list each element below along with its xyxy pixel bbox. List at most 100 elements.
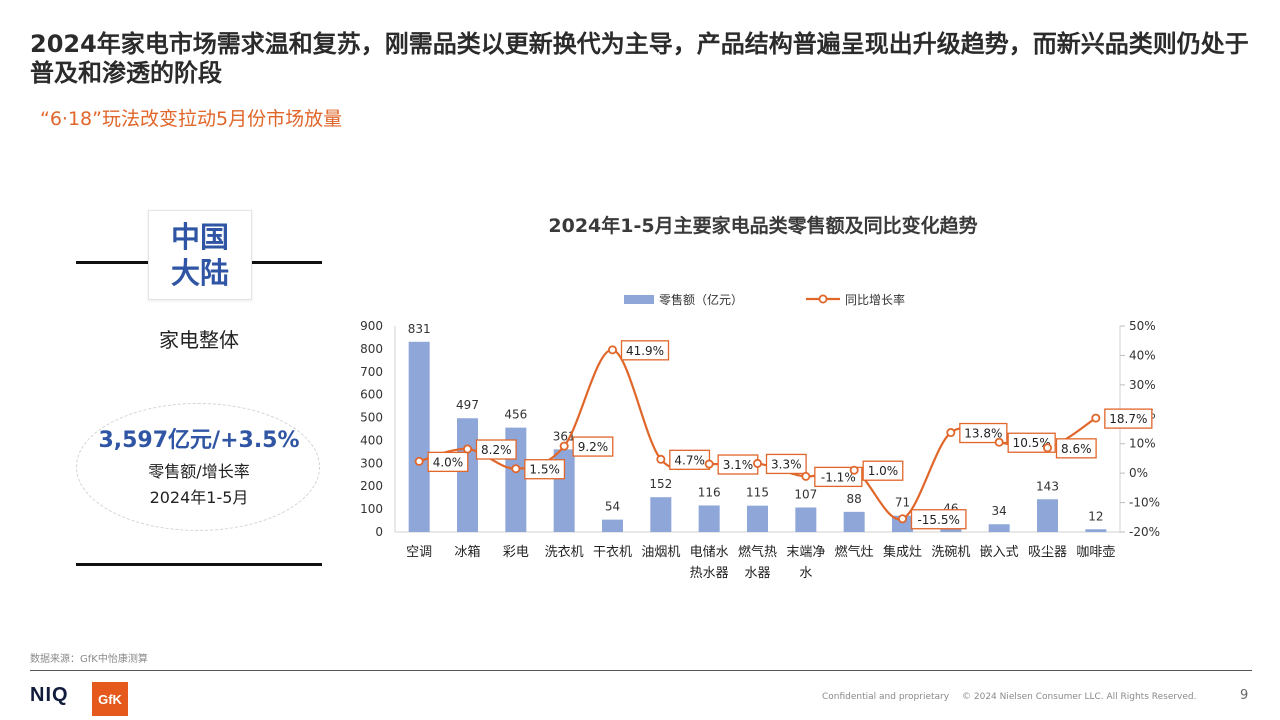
region-badge: 中国 大陆: [148, 210, 252, 300]
bar-value-label: 143: [1036, 479, 1059, 493]
growth-rate-point: [463, 444, 473, 454]
growth-rate-point: [849, 465, 859, 475]
growth-rate-label-box: [524, 459, 566, 480]
x-axis-category-label: 热水器: [690, 566, 729, 581]
bar-value-label: 88: [847, 492, 862, 506]
left-axis-tick-label: 500: [360, 411, 383, 425]
x-axis-category-label: 水器: [744, 566, 770, 581]
left-axis-tick-label: 100: [360, 502, 383, 516]
bar-value-label: 116: [698, 485, 721, 499]
region-badge-line1: 中国: [170, 220, 229, 254]
growth-rate-point: [752, 458, 762, 468]
x-axis-category-label: 集成灶: [883, 544, 922, 560]
summary-period: 2024年1-5月: [149, 488, 249, 507]
legend-swatch-retail-sales: [624, 295, 654, 304]
growth-rate-label: 8.2%: [481, 443, 512, 457]
footer-divider: [30, 670, 1252, 671]
x-axis-category-label: 油烟机: [641, 545, 680, 560]
growth-rate-label: 4.7%: [674, 453, 705, 467]
legend-marker-growth-rate: [818, 294, 828, 304]
left-axis-tick-label: 400: [360, 433, 383, 447]
growth-rate-label-box: [1104, 408, 1153, 429]
page-number: 9: [1240, 688, 1249, 703]
region-divider-bottom: [76, 563, 322, 566]
x-axis-category-label: 空调: [406, 545, 432, 560]
growth-rate-label-box: [1055, 438, 1097, 459]
legend-label-retail-sales: 零售额（亿元）: [659, 292, 743, 307]
right-axis-tick-label: 30%: [1129, 378, 1156, 392]
slide-title: 2024年家电市场需求温和复苏，刚需品类以更新换代为主导，产品结构普遍呈现出升级…: [30, 30, 1249, 87]
growth-rate-label: 13.8%: [964, 427, 1002, 441]
bar-value-label: 152: [649, 477, 672, 491]
left-axis-tick-label: 0: [375, 525, 383, 539]
growth-rate-label-box: [475, 439, 517, 460]
left-axis-tick-label: 800: [360, 342, 383, 356]
confidential-note: Confidential and proprietary: [822, 692, 950, 702]
bar-value-label: 456: [504, 408, 527, 422]
source-note: 数据来源：GfK中怡康测算: [30, 654, 148, 665]
growth-rate-label: 4.0%: [433, 455, 464, 469]
region-badge-line2: 大陆: [170, 256, 229, 290]
growth-rate-point: [898, 514, 908, 524]
bar-value-label: 12: [1088, 509, 1103, 523]
overall-label: 家电整体: [159, 328, 239, 352]
growth-rate-point: [1091, 413, 1101, 423]
slide-subtitle: “6·18”玩法改变拉动5月份市场放量: [40, 108, 343, 130]
right-axis-tick-label: 40%: [1129, 348, 1156, 362]
left-axis-tick-label: 600: [360, 388, 383, 402]
growth-rate-label: 8.6%: [1061, 442, 1092, 456]
bar-value-label: 54: [605, 500, 620, 514]
left-axis-tick-label: 200: [360, 479, 383, 493]
summary-ellipse: [76, 403, 320, 531]
region-divider-right: [250, 261, 322, 264]
bar-电储水热水器: [698, 505, 720, 532]
legend-label-growth-rate: 同比增长率: [845, 292, 905, 307]
growth-rate-point: [1043, 443, 1053, 453]
right-axis-tick-label: -10%: [1129, 496, 1160, 510]
bar-燃气热水器: [747, 505, 768, 532]
x-axis-category-label: 干衣机: [593, 544, 632, 560]
growth-rate-point: [704, 459, 714, 469]
x-axis-category-label: 末端净: [786, 545, 825, 560]
growth-rate-label: 3.3%: [771, 457, 802, 471]
growth-rate-label-box: [959, 422, 1008, 444]
growth-rate-point: [656, 454, 666, 464]
right-axis-tick-label: 0%: [1129, 466, 1148, 480]
bar-value-label: 71: [895, 496, 910, 510]
growth-rate-point: [994, 437, 1004, 447]
left-axis-tick-label: 300: [360, 456, 383, 470]
growth-rate-point: [801, 471, 811, 481]
summary-caption: 零售额/增长率: [148, 462, 250, 481]
x-axis-category-label: 水: [799, 566, 812, 581]
growth-rate-label: 10.5%: [1013, 436, 1051, 450]
growth-rate-point: [511, 464, 521, 474]
growth-rate-label: 1.0%: [868, 464, 899, 478]
growth-rate-label: 18.7%: [1109, 412, 1147, 426]
x-axis-category-label: 洗衣机: [545, 544, 584, 560]
growth-rate-label-box: [910, 509, 967, 530]
x-axis-category-label: 燃气热: [738, 544, 777, 560]
growth-rate-point: [607, 345, 617, 355]
combo-chart: 0 100 200 300 400 500 600 700 800 900 -20% -10% 0% 10…: [360, 292, 1160, 581]
growth-rate-point: [559, 441, 569, 451]
x-axis-category-label: 冰箱: [454, 544, 480, 560]
bar-冰箱: [457, 418, 478, 532]
growth-rate-label-box: [765, 453, 807, 475]
growth-rate-label-box: [620, 340, 670, 361]
growth-rate-label: 41.9%: [626, 344, 664, 358]
growth-rate-label-box: [427, 451, 469, 473]
x-axis-category-label: 燃气灶: [835, 544, 874, 560]
x-axis-category-label: 洗碗机: [931, 544, 970, 560]
bar-value-label: 34: [992, 504, 1007, 518]
right-axis-tick-label: 10%: [1129, 437, 1156, 451]
growth-rate-label-box: [572, 436, 614, 457]
x-axis-category-label: 电储水: [690, 545, 729, 560]
growth-rate-label: -15.5%: [917, 513, 959, 527]
growth-rate-label-box: [814, 466, 863, 488]
growth-rate-label: -1.1%: [821, 470, 856, 484]
summary-value: 3,597亿元/+3.5%: [98, 428, 300, 453]
left-axis-tick-label: 700: [360, 365, 383, 379]
x-axis-category-label: 彩电: [503, 545, 529, 560]
niq-logo: NIQ: [30, 684, 69, 706]
bar-嵌入式: [988, 524, 1010, 532]
